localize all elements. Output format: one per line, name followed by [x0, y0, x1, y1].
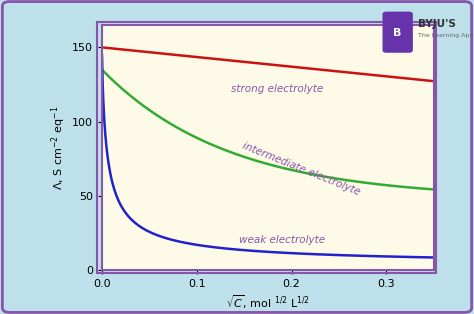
Text: The Learning App: The Learning App — [418, 33, 474, 38]
Text: intermediate electrolyte: intermediate electrolyte — [241, 141, 361, 197]
Text: strong electrolyte: strong electrolyte — [231, 84, 323, 94]
Text: BYJU'S: BYJU'S — [418, 19, 456, 29]
Text: B: B — [393, 28, 402, 38]
X-axis label: $\sqrt{C}$, mol $^{1/2}$ L$^{1/2}$: $\sqrt{C}$, mol $^{1/2}$ L$^{1/2}$ — [226, 293, 310, 311]
Text: weak electrolyte: weak electrolyte — [239, 236, 325, 245]
Y-axis label: $\Lambda$, S cm$^{-2}$ eq$^{-1}$: $\Lambda$, S cm$^{-2}$ eq$^{-1}$ — [49, 106, 68, 190]
